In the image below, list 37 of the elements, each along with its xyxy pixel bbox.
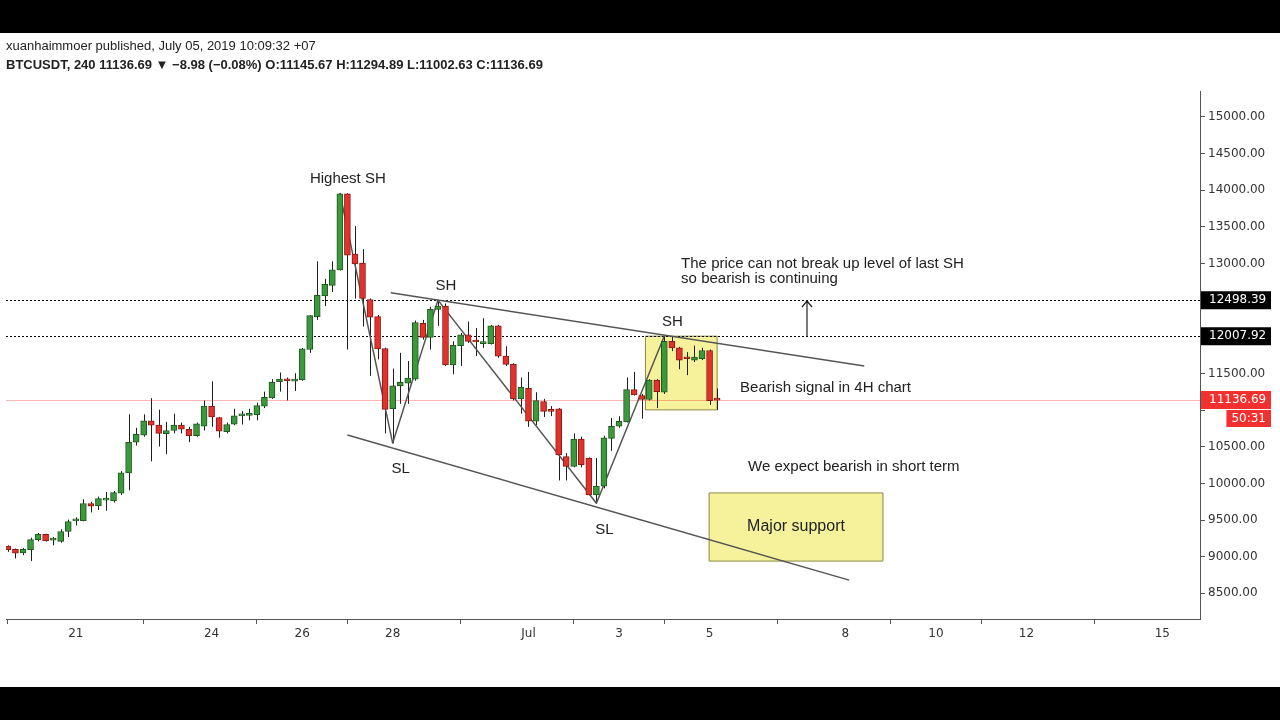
ref-line-label: 12498.39	[1209, 292, 1267, 307]
x-tick-label: 12	[1018, 626, 1035, 641]
y-tick-label: 13500.00	[1208, 218, 1266, 233]
y-tick-label: 9000.00	[1208, 548, 1258, 563]
x-tick-label: 10	[928, 626, 944, 641]
text: 50:31	[1231, 411, 1267, 426]
y-tick-label: 9500.00	[1208, 512, 1258, 527]
x-tick-label: 24	[203, 626, 220, 641]
chart-title: xuanhaimmoer published, July 05, 2019 10:09:32 +07	[6, 38, 316, 53]
x-tick-label: 8	[841, 626, 850, 641]
band-label: Major support	[747, 517, 846, 535]
y-tick-label: 14500.00	[1208, 145, 1266, 160]
annotation: SH	[661, 312, 683, 330]
x-tick-label: 3	[615, 626, 623, 641]
y-tick-label: 14000.00	[1208, 182, 1266, 197]
annotation: SH	[435, 276, 457, 294]
annotation: The price can not break up level of last SH	[681, 254, 964, 272]
x-tick-label: 21	[68, 626, 84, 641]
ref-line-label: 11136.69	[1209, 392, 1267, 407]
x-tick-label: 28	[385, 626, 401, 641]
y-tick-label: 15000.00	[1208, 108, 1266, 123]
y-tick-label: 11500.00	[1208, 365, 1266, 380]
y-tick-label: 8500.00	[1208, 585, 1258, 600]
annotation: Bearish signal in 4H chart	[740, 378, 912, 396]
annotation: SL	[391, 459, 410, 477]
ref-line-label: 12007.92	[1209, 328, 1267, 343]
annotation: Highest SH	[309, 169, 386, 187]
y-tick-label: 13000.00	[1208, 255, 1266, 270]
y-tick-label: 10000.00	[1208, 475, 1266, 490]
y-tick-label: 10500.00	[1208, 438, 1266, 453]
annotation: SL	[595, 519, 614, 537]
x-tick-label: Jul	[520, 626, 536, 641]
chart-subtitle: BTCUSDT, 240 11136.69 ▼ −8.98 (−0.08%) O:11145.67 H:11294.89 L:11002.63 C:11136.69	[6, 57, 543, 72]
x-tick-label: 15	[1154, 626, 1170, 641]
x-tick-label: 5	[705, 626, 714, 641]
x-tick-label: 26	[294, 626, 310, 641]
annotation: We expect bearish in short term	[748, 457, 960, 475]
